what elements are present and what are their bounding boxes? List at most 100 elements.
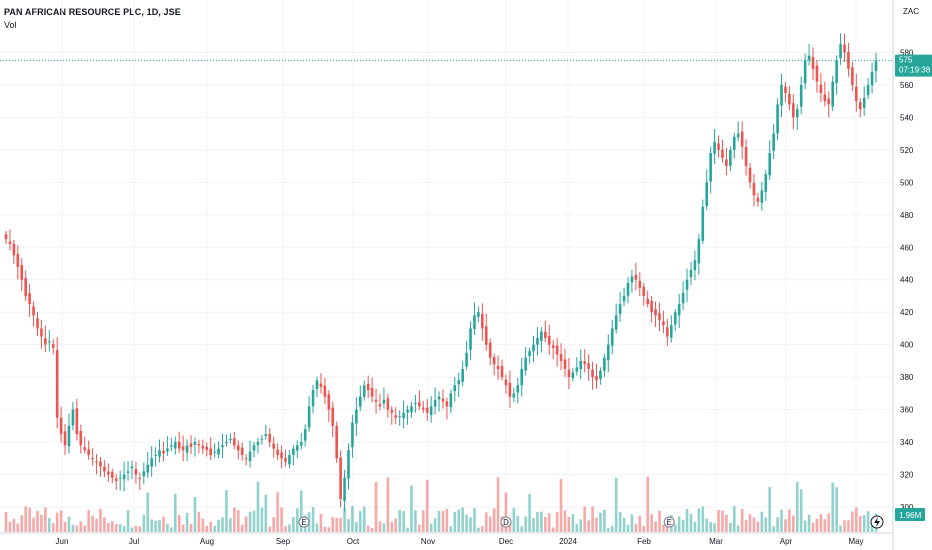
volume-bar: [99, 508, 102, 532]
candle-body: [500, 365, 504, 378]
volume-bar: [355, 522, 358, 532]
volume-bar: [851, 511, 854, 532]
volume-bar: [260, 507, 264, 532]
candle-body: [634, 274, 638, 280]
candle-body: [563, 359, 567, 370]
candle-body: [603, 357, 606, 371]
volume-bar: [122, 526, 126, 532]
candle-body: [394, 415, 398, 418]
candle-body: [292, 448, 295, 455]
candle-body: [559, 354, 563, 361]
volume-bar: [496, 477, 500, 532]
volume-bar: [429, 523, 433, 532]
volume-bar: [91, 515, 94, 532]
price-badge: [895, 54, 932, 77]
volume-bar: [547, 513, 551, 532]
candle-body: [170, 445, 173, 447]
volume-bar: [469, 517, 472, 532]
volume-bar: [197, 511, 201, 532]
volume-bar: [756, 521, 760, 532]
event-marker-label: E: [301, 518, 306, 527]
volume-bar: [433, 518, 437, 532]
x-tick-label: Oct: [347, 537, 360, 546]
volume-bar: [835, 487, 838, 532]
candle-body: [504, 379, 508, 386]
candle-body: [792, 103, 795, 118]
candle-body: [851, 67, 854, 85]
candle-body: [425, 407, 429, 413]
volume-bar: [51, 523, 55, 532]
volume-bar: [473, 508, 476, 532]
candle-body: [618, 304, 622, 314]
y-tick-label: 400: [900, 341, 914, 350]
currency-label: ZAC: [903, 7, 919, 16]
candle-body: [835, 60, 838, 83]
volume-bar: [236, 510, 240, 532]
volume-bar: [418, 524, 421, 532]
candle-body: [831, 81, 834, 107]
candle-body: [299, 442, 303, 446]
candle-body: [331, 407, 335, 426]
candle-body: [83, 447, 87, 451]
volume-bar: [650, 514, 653, 532]
candle-body: [221, 445, 224, 448]
volume-bar: [701, 506, 705, 532]
volume-bar: [595, 517, 598, 532]
volume-bar: [524, 516, 527, 532]
volume-bar: [87, 510, 90, 532]
event-marker-icon: [500, 516, 512, 528]
candle-body: [776, 104, 779, 134]
volume-bar: [20, 515, 24, 532]
x-tick-label: Aug: [200, 537, 214, 546]
volume-bar: [634, 524, 638, 532]
volume-bar: [551, 527, 555, 532]
candle-body: [697, 239, 701, 264]
candle-body: [673, 312, 677, 325]
candle-body: [815, 65, 819, 82]
candle-body: [142, 471, 146, 477]
y-tick-label: 500: [900, 178, 914, 187]
candle-body: [67, 425, 71, 447]
candle-body: [276, 449, 279, 456]
candle-body: [55, 350, 59, 418]
volume-bar: [366, 525, 370, 532]
candle-body: [453, 385, 457, 391]
volume-bar: [642, 525, 646, 532]
candle-body: [185, 445, 189, 453]
candle-body: [20, 264, 24, 280]
candle-body: [571, 372, 575, 379]
volume-bar: [40, 514, 43, 532]
volume-label: Vol: [4, 20, 17, 30]
volume-bar: [870, 520, 874, 532]
volume-bar: [492, 508, 496, 532]
x-tick-label: Jul: [129, 537, 139, 546]
candle-body: [449, 393, 453, 408]
volume-bar: [827, 513, 831, 532]
candle-body: [843, 44, 846, 53]
volume-bar: [252, 510, 256, 532]
volume-bar: [406, 527, 409, 532]
volume-bar: [736, 525, 740, 532]
candle-body: [579, 360, 583, 370]
volume-bar: [311, 507, 315, 532]
volume-bar: [4, 512, 8, 532]
volume-bar: [327, 527, 331, 532]
candle-body: [516, 385, 520, 393]
volume-bar: [181, 524, 185, 532]
volume-bar: [244, 516, 248, 532]
candle-body: [382, 399, 386, 404]
candle-body: [315, 380, 319, 390]
candle-body: [390, 409, 394, 413]
candle-body: [669, 325, 673, 338]
volume-bar: [59, 510, 63, 532]
candle-body: [508, 382, 512, 397]
volume-bar: [784, 519, 787, 532]
candle-body: [685, 279, 689, 290]
candle-body: [32, 306, 35, 316]
candle-body: [662, 321, 665, 326]
volume-bar: [713, 523, 716, 532]
volume-bar: [638, 515, 642, 532]
volume-bar: [248, 511, 252, 532]
candle-body: [764, 174, 768, 192]
